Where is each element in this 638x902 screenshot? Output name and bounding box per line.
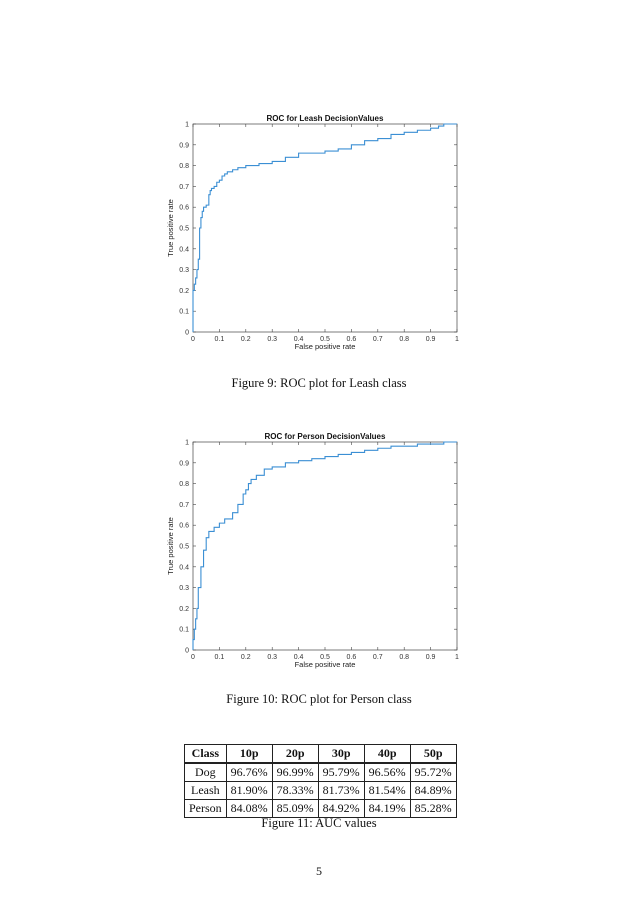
x-tick-label: 0.8 xyxy=(399,336,409,343)
header-50p: 50p xyxy=(409,744,457,764)
x-tick-label: 0.2 xyxy=(241,654,251,661)
table-cell: 95.72% xyxy=(409,762,457,782)
x-tick-label: 0.2 xyxy=(241,336,251,343)
y-tick-label: 0.3 xyxy=(179,267,189,274)
x-tick-label: 0.3 xyxy=(267,336,277,343)
x-tick-label: 0.1 xyxy=(215,336,225,343)
roc-person-svg: ROC for Person DecisionValues 0 0.1 0.2 0.3 0… xyxy=(166,432,459,669)
x-tick-label: 0 xyxy=(191,336,195,343)
x-axis-label: False positive rate xyxy=(295,342,356,351)
header-30p: 30p xyxy=(317,744,365,764)
table-cell: 81.73% xyxy=(317,781,365,800)
auc-table-header-row: Class 10p 20p 30p 40p 50p xyxy=(184,744,457,764)
header-40p: 40p xyxy=(363,744,411,764)
y-tick-label: 0.8 xyxy=(179,481,189,488)
table-cell: 96.56% xyxy=(363,762,411,782)
y-axis-label: True positive rate xyxy=(166,517,175,575)
y-tick-label: 0.7 xyxy=(179,184,189,191)
table-cell: 81.54% xyxy=(363,781,411,800)
x-tick-label: 0 xyxy=(191,654,195,661)
y-tick-label: 0.9 xyxy=(179,142,189,149)
x-tick-label: 0.8 xyxy=(399,654,409,661)
chart-title: ROC for Leash DecisionValues xyxy=(267,114,384,123)
table-cell: Person xyxy=(184,799,227,818)
figure-11-caption: Figure 11: AUC values xyxy=(261,816,377,830)
x-tick-label: 0.9 xyxy=(426,654,436,661)
table-row: Leash 81.90% 78.33% 81.73% 81.54% 84.89% xyxy=(184,781,457,800)
table-cell: 84.92% xyxy=(317,799,365,818)
table-cell: 84.19% xyxy=(363,799,411,818)
x-tick-label: 0.7 xyxy=(373,654,383,661)
x-tick-label: 0.5 xyxy=(320,336,330,343)
x-tick-label: 0.4 xyxy=(294,654,304,661)
table-cell: 84.89% xyxy=(409,781,457,800)
y-tick-label: 0.2 xyxy=(179,288,189,295)
table-cell: 96.76% xyxy=(225,762,273,782)
table-cell: 84.08% xyxy=(225,799,273,818)
y-tick-label: 0.9 xyxy=(179,460,189,467)
y-tick-label: 0.1 xyxy=(179,627,189,634)
table-cell: 85.09% xyxy=(271,799,319,818)
table-cell: Dog xyxy=(184,762,227,782)
chart-title: ROC for Person DecisionValues xyxy=(265,432,386,441)
table-cell: 81.90% xyxy=(225,781,273,800)
figure-10-caption: Figure 10: ROC plot for Person class xyxy=(226,692,412,706)
x-axis-label: False positive rate xyxy=(295,660,356,669)
table-row: Person 84.08% 85.09% 84.92% 84.19% 85.28… xyxy=(184,799,457,818)
header-10p: 10p xyxy=(225,744,273,764)
header-20p: 20p xyxy=(271,744,319,764)
y-tick-label: 0.5 xyxy=(179,226,189,233)
table-cell: Leash xyxy=(184,781,227,800)
table-cell: 95.79% xyxy=(317,762,365,782)
x-tick-label: 0.6 xyxy=(347,336,357,343)
x-tick-label: 0.4 xyxy=(294,336,304,343)
x-tick-label: 0.7 xyxy=(373,336,383,343)
y-tick-label: 0.6 xyxy=(179,523,189,530)
y-tick-label: 0.2 xyxy=(179,606,189,613)
x-tick-label: 0.5 xyxy=(320,654,330,661)
x-tick-label: 0.6 xyxy=(347,654,357,661)
table-row: Dog 96.76% 96.99% 95.79% 96.56% 95.72% xyxy=(184,762,457,782)
y-axis-label: True positive rate xyxy=(166,199,175,257)
y-tick-label: 1 xyxy=(185,440,189,447)
y-tick-label: 0.4 xyxy=(179,246,189,253)
roc-leash-svg: ROC for Leash DecisionValues 0 0.1 0.2 0.3 0.… xyxy=(166,114,459,351)
x-tick-label: 0.1 xyxy=(215,654,225,661)
roc-curve-line xyxy=(192,123,457,332)
y-tick-label: 1 xyxy=(185,122,189,129)
y-tick-label: 0.4 xyxy=(179,564,189,571)
x-tick-label: 1 xyxy=(455,336,459,343)
plot-frame xyxy=(192,441,458,651)
y-tick-label: 0.7 xyxy=(179,502,189,509)
y-tick-label: 0.1 xyxy=(179,309,189,316)
roc-curve-line xyxy=(192,441,457,650)
y-tick-label: 0.3 xyxy=(179,585,189,592)
y-tick-label: 0.8 xyxy=(179,163,189,170)
roc-leash-chart: ROC for Leash DecisionValues 0 0.1 0.2 0.3 0.… xyxy=(160,112,470,352)
x-tick-label: 1 xyxy=(455,654,459,661)
y-tick-label: 0 xyxy=(185,648,189,655)
y-tick-label: 0.5 xyxy=(179,544,189,551)
table-cell: 78.33% xyxy=(271,781,319,800)
plot-frame xyxy=(192,123,458,333)
figure-9-caption: Figure 9: ROC plot for Leash class xyxy=(231,376,407,390)
auc-table: Class 10p 20p 30p 40p 50p Dog 96.76% 96.… xyxy=(184,744,457,818)
roc-person-chart: ROC for Person DecisionValues 0 0.1 0.2 0.3 0… xyxy=(160,430,470,670)
table-cell: 96.99% xyxy=(271,762,319,782)
table-cell: 85.28% xyxy=(409,799,457,818)
y-tick-label: 0 xyxy=(185,330,189,337)
y-tick-label: 0.6 xyxy=(179,205,189,212)
page-number: 5 xyxy=(316,864,322,878)
x-tick-label: 0.3 xyxy=(267,654,277,661)
header-class: Class xyxy=(184,744,227,764)
x-tick-label: 0.9 xyxy=(426,336,436,343)
